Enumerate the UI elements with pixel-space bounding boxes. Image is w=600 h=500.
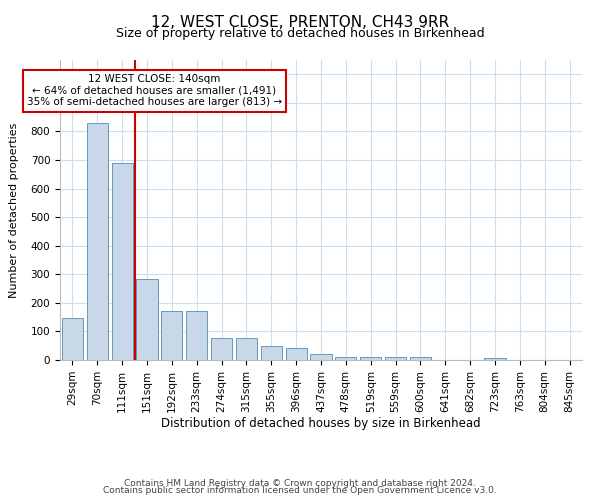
Bar [161, 311, 182, 360]
Bar [360, 357, 381, 360]
Bar [261, 346, 282, 360]
Bar [112, 163, 133, 360]
Text: 12, WEST CLOSE, PRENTON, CH43 9RR: 12, WEST CLOSE, PRENTON, CH43 9RR [151, 15, 449, 30]
Text: Contains public sector information licensed under the Open Government Licence v3: Contains public sector information licen… [103, 486, 497, 495]
Bar [136, 279, 158, 360]
Bar [484, 358, 506, 360]
Bar [62, 318, 83, 360]
Y-axis label: Number of detached properties: Number of detached properties [8, 122, 19, 298]
Text: 12 WEST CLOSE: 140sqm
← 64% of detached houses are smaller (1,491)
35% of semi-d: 12 WEST CLOSE: 140sqm ← 64% of detached … [27, 74, 282, 108]
Bar [385, 357, 406, 360]
Text: Size of property relative to detached houses in Birkenhead: Size of property relative to detached ho… [116, 28, 484, 40]
Bar [335, 356, 356, 360]
Text: Contains HM Land Registry data © Crown copyright and database right 2024.: Contains HM Land Registry data © Crown c… [124, 478, 476, 488]
Bar [310, 354, 332, 360]
X-axis label: Distribution of detached houses by size in Birkenhead: Distribution of detached houses by size … [161, 418, 481, 430]
Bar [186, 311, 207, 360]
Bar [286, 348, 307, 360]
Bar [87, 124, 108, 360]
Bar [410, 357, 431, 360]
Bar [211, 338, 232, 360]
Bar [236, 338, 257, 360]
